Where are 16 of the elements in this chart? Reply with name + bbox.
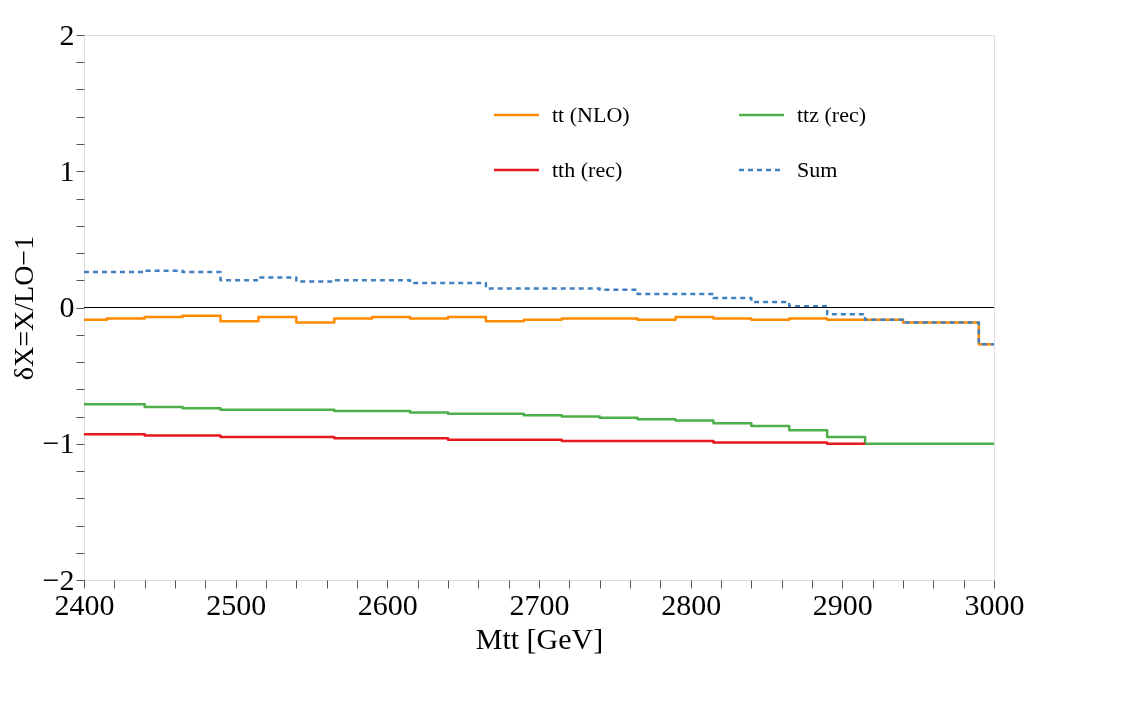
x-tick-label: 2500: [206, 587, 267, 621]
y-tick-label: 2: [59, 17, 75, 51]
x-tick-label: 2600: [357, 587, 418, 621]
x-axis-title: Mtt [GeV]: [475, 621, 604, 655]
y-axis-title: δX=X/LO−1: [7, 235, 39, 381]
y-tick-label: 1: [59, 153, 75, 187]
y-tick-label: −1: [42, 426, 75, 460]
y-tick-label: 0: [59, 290, 75, 323]
x-tick-label: 2900: [812, 587, 873, 621]
legend-label: ttz (rec): [797, 102, 866, 127]
x-tick-label: 2800: [661, 587, 722, 621]
x-tick-label: 3000: [964, 587, 1025, 621]
legend-label: tth (rec): [552, 157, 623, 182]
legend-label: tt (NLO): [552, 102, 630, 127]
legend-label: Sum: [797, 157, 838, 182]
x-tick-label: 2700: [509, 587, 570, 621]
